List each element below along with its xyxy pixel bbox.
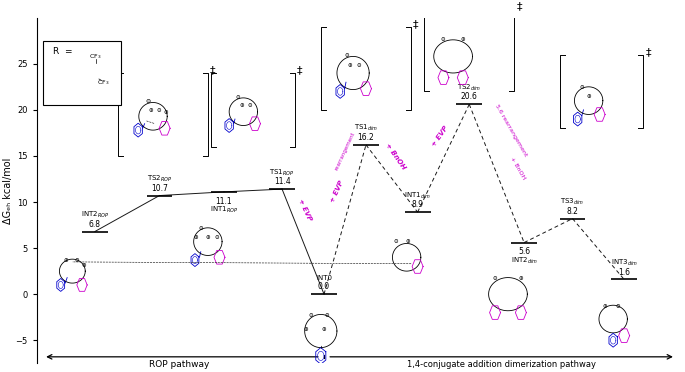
Text: ‡: ‡ bbox=[210, 65, 215, 75]
Text: $\ominus$: $\ominus$ bbox=[247, 101, 253, 109]
Text: $\ominus$: $\ominus$ bbox=[393, 237, 399, 246]
Text: $\oplus$: $\oplus$ bbox=[405, 237, 411, 246]
Text: $\oplus$: $\oplus$ bbox=[321, 325, 327, 333]
Text: $\oplus$: $\oplus$ bbox=[460, 35, 466, 43]
Text: $\oplus$: $\oplus$ bbox=[148, 106, 154, 114]
Text: $\oplus$: $\oplus$ bbox=[601, 302, 608, 310]
Text: TS3$_{dim}$: TS3$_{dim}$ bbox=[560, 197, 584, 207]
Text: 10.7: 10.7 bbox=[151, 184, 168, 193]
Text: CF$_3$: CF$_3$ bbox=[89, 52, 102, 61]
Text: 5.6: 5.6 bbox=[518, 247, 530, 256]
Text: + EVP: + EVP bbox=[297, 198, 312, 221]
Text: $\ominus$: $\ominus$ bbox=[614, 302, 621, 310]
Text: $\ominus$: $\ominus$ bbox=[156, 106, 162, 114]
Text: $\ominus$: $\ominus$ bbox=[344, 51, 349, 59]
Text: $\oplus$: $\oplus$ bbox=[193, 233, 199, 241]
Text: TS2$_{ROP}$: TS2$_{ROP}$ bbox=[147, 174, 172, 184]
Text: 8.2: 8.2 bbox=[566, 207, 578, 216]
Text: TS1$_{ROP}$: TS1$_{ROP}$ bbox=[269, 167, 295, 177]
Text: ROP pathway: ROP pathway bbox=[149, 360, 209, 369]
Text: INT0: INT0 bbox=[316, 275, 332, 280]
Text: $\oplus$: $\oplus$ bbox=[347, 61, 353, 68]
Text: $\oplus$: $\oplus$ bbox=[163, 109, 169, 116]
Text: $\ominus$: $\ominus$ bbox=[75, 256, 81, 264]
Text: $\ominus$: $\ominus$ bbox=[356, 61, 362, 68]
Text: $\ominus$: $\ominus$ bbox=[324, 311, 330, 319]
Text: 11.1: 11.1 bbox=[216, 196, 232, 206]
Text: $\oplus$: $\oplus$ bbox=[63, 256, 69, 264]
Text: $\ominus$: $\ominus$ bbox=[492, 274, 498, 282]
Text: + BnOH: + BnOH bbox=[384, 142, 406, 171]
Text: 0.0: 0.0 bbox=[318, 282, 330, 291]
Text: ‡: ‡ bbox=[516, 1, 522, 11]
Bar bbox=[43, 41, 121, 105]
Text: $\oplus$: $\oplus$ bbox=[239, 101, 245, 109]
Text: ‡: ‡ bbox=[413, 19, 419, 29]
Text: CF$_3$: CF$_3$ bbox=[97, 78, 110, 87]
Text: $\oplus$: $\oplus$ bbox=[205, 233, 211, 241]
Text: + BnOH: + BnOH bbox=[509, 155, 526, 180]
Text: $\ominus$: $\ominus$ bbox=[199, 224, 204, 232]
Text: + EVP: + EVP bbox=[431, 125, 449, 148]
Text: INT1$_{dim}$: INT1$_{dim}$ bbox=[404, 190, 431, 201]
Text: TS1$_{dim}$: TS1$_{dim}$ bbox=[354, 123, 378, 134]
Text: $\oplus$: $\oplus$ bbox=[81, 260, 87, 269]
Text: $\ominus$: $\ominus$ bbox=[145, 97, 151, 105]
Text: 11.4: 11.4 bbox=[274, 177, 290, 186]
Text: TS2$_{dim}$: TS2$_{dim}$ bbox=[457, 83, 482, 93]
Text: $\oplus$: $\oplus$ bbox=[586, 92, 592, 100]
Text: 6.8: 6.8 bbox=[89, 219, 101, 229]
Text: $\ominus$: $\ominus$ bbox=[214, 233, 221, 241]
Text: 16.2: 16.2 bbox=[358, 133, 375, 142]
Y-axis label: ΔGₑₕ kcal/mol: ΔGₑₕ kcal/mol bbox=[3, 157, 13, 224]
Text: ‡: ‡ bbox=[645, 47, 651, 57]
Text: 20.6: 20.6 bbox=[461, 93, 477, 102]
Text: $\oplus$: $\oplus$ bbox=[303, 325, 309, 333]
Text: 5.6 rearrangement: 5.6 rearrangement bbox=[494, 103, 528, 157]
Text: 1.6: 1.6 bbox=[618, 267, 630, 276]
Text: $\ominus$: $\ominus$ bbox=[579, 83, 585, 91]
Text: INT2$_{dim}$: INT2$_{dim}$ bbox=[510, 256, 538, 266]
Text: 1,4-conjugate addition dimerization pathway: 1,4-conjugate addition dimerization path… bbox=[407, 360, 596, 369]
Text: $\ominus$: $\ominus$ bbox=[440, 35, 447, 43]
Text: $\ominus$: $\ominus$ bbox=[308, 311, 314, 319]
Text: INT1$_{ROP}$: INT1$_{ROP}$ bbox=[210, 205, 238, 215]
Text: 8.9: 8.9 bbox=[412, 200, 423, 209]
Text: R  =: R = bbox=[53, 47, 73, 56]
Text: INT3$_{dim}$: INT3$_{dim}$ bbox=[610, 258, 638, 268]
Text: $\oplus$: $\oplus$ bbox=[518, 274, 524, 282]
Text: ‡: ‡ bbox=[297, 65, 302, 75]
Text: $\ominus$: $\ominus$ bbox=[235, 93, 241, 101]
Text: INT2$_{ROP}$: INT2$_{ROP}$ bbox=[81, 210, 109, 220]
Text: rearrangement: rearrangement bbox=[334, 131, 356, 171]
Text: + EVP: + EVP bbox=[329, 179, 345, 203]
